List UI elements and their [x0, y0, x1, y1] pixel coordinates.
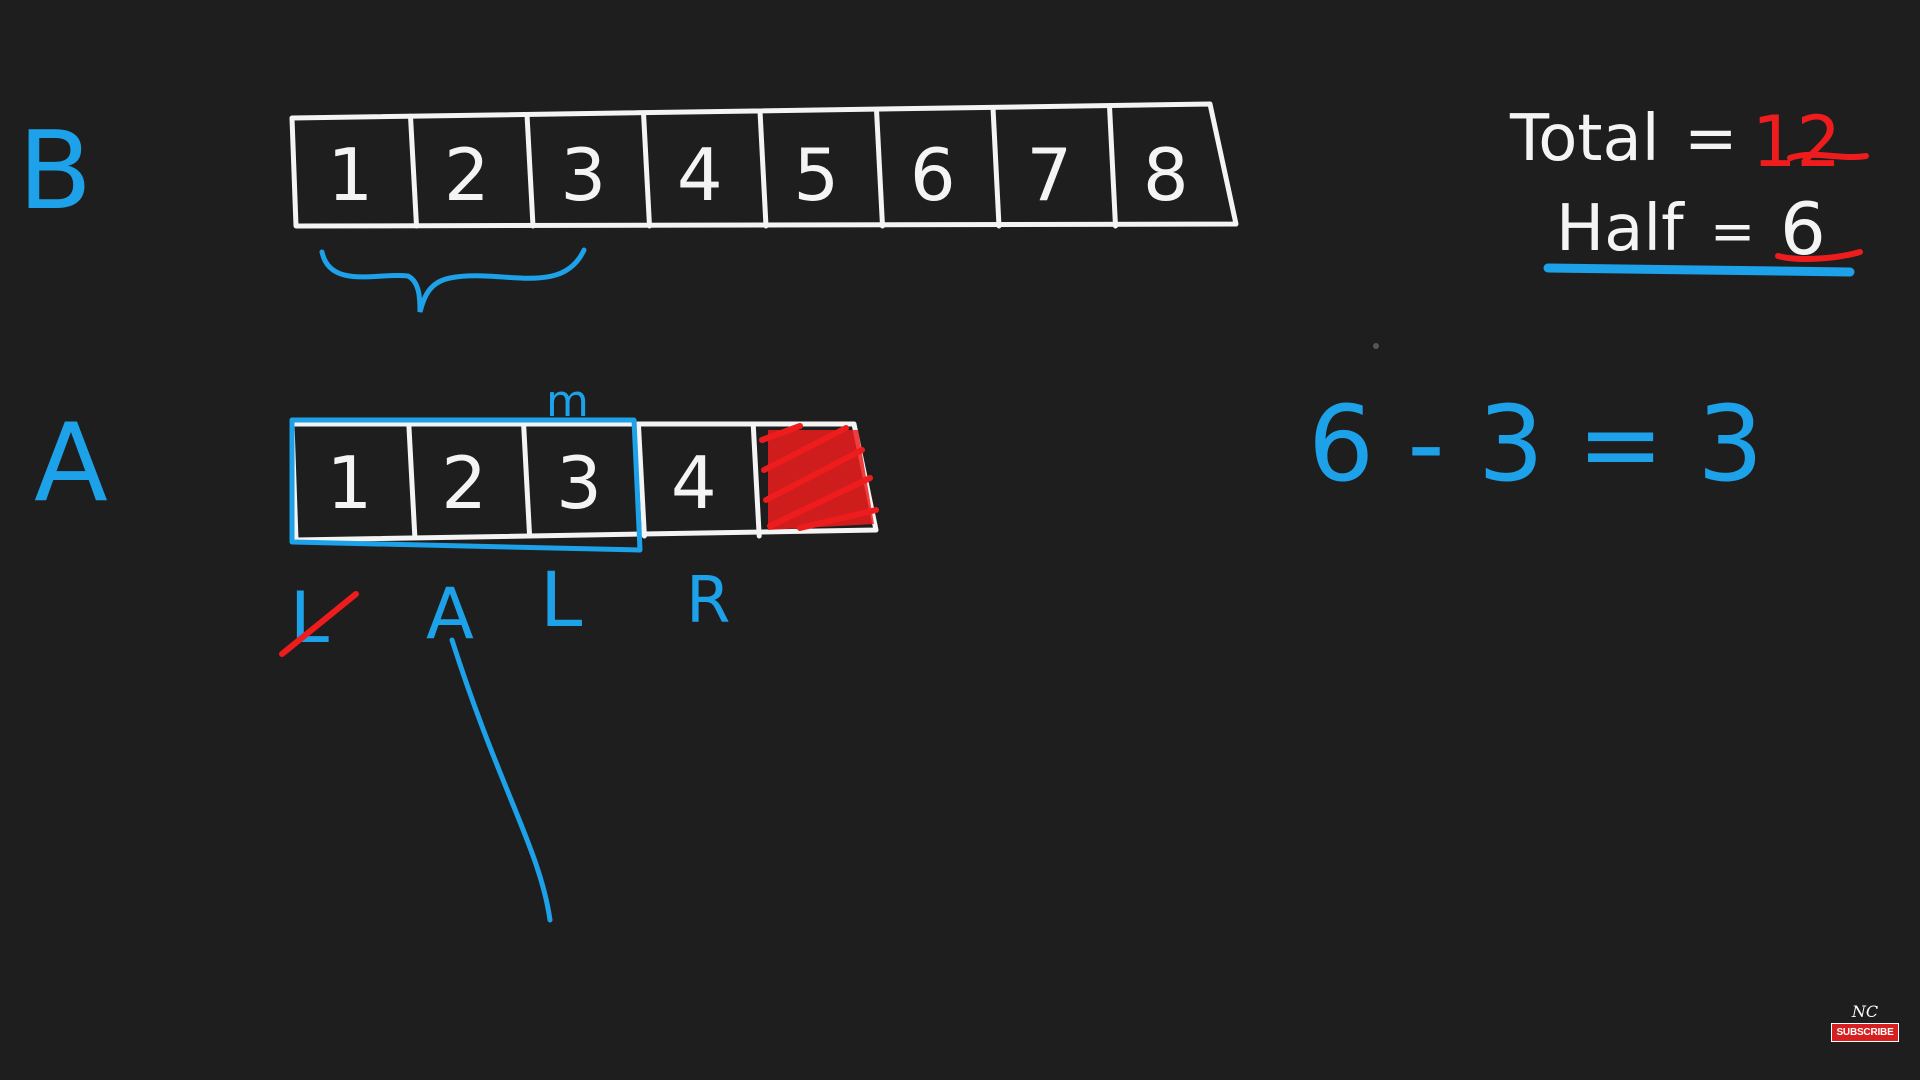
old-left-cross-out — [279, 591, 359, 657]
array-a-divider — [635, 421, 647, 539]
half-label: Half — [1556, 192, 1685, 266]
array-b-divider — [641, 110, 652, 229]
array-a-dividers — [406, 421, 762, 539]
array-a-cell-value: 3 — [556, 441, 602, 525]
brace-under-b — [319, 247, 587, 313]
array-b-divider — [874, 107, 885, 229]
array-b-cell-value: 5 — [793, 133, 839, 217]
totals-blue-underline — [1543, 263, 1855, 277]
equation-text: 6 - 3 = 3 — [1308, 383, 1763, 505]
array-b-cell-value: 1 — [327, 133, 373, 217]
pointer-left-arrow-label: A — [426, 573, 474, 655]
pointer-left-label: L — [540, 555, 582, 644]
channel-logo: NC — [1851, 1002, 1879, 1021]
totals-panel: Total = 12 Half = 6 — [1509, 101, 1869, 277]
array-b-cell-value: 8 — [1143, 133, 1189, 217]
array-b-outline — [289, 101, 1239, 229]
array-a-cell-value: 1 — [326, 441, 372, 525]
array-b-divider — [524, 112, 536, 229]
half-value-red-underline — [1775, 249, 1863, 262]
total-value-scribble — [1787, 151, 1869, 161]
array-b-divider — [757, 108, 769, 229]
pointer-old-left: L — [279, 577, 359, 659]
array-a-divider — [521, 421, 533, 539]
subscribe-watermark[interactable]: NC SUBSCRIBE — [1831, 1002, 1899, 1047]
partition-highlight-box — [289, 417, 643, 553]
array-b-cell-value: 7 — [1026, 133, 1072, 217]
total-label: Total — [1509, 102, 1659, 176]
pointer-right-label: R — [686, 564, 730, 638]
array-b-cell-value: 6 — [910, 133, 956, 217]
array-a-label: A — [34, 401, 108, 526]
array-b-cell-value: 2 — [444, 133, 490, 217]
half-equals: = — [1710, 200, 1755, 263]
array-a-divider — [406, 421, 418, 539]
array-b-divider — [990, 105, 1002, 229]
array-a-outline — [289, 421, 879, 543]
array-b-label: B — [18, 109, 92, 234]
stray-dot — [1373, 343, 1379, 349]
array-b-cell-value: 4 — [677, 133, 723, 217]
array-b-cell-value: 3 — [560, 133, 606, 217]
subscribe-button[interactable]: SUBSCRIBE — [1831, 1023, 1899, 1042]
total-equals: = — [1684, 102, 1738, 176]
array-b-dividers — [408, 103, 1118, 229]
pointer-left-arrow: A — [426, 573, 553, 923]
array-a-cell-value: 2 — [441, 441, 487, 525]
array-b-divider — [1107, 103, 1118, 229]
array-a-cell-value: 4 — [671, 441, 717, 525]
array-b-divider — [408, 113, 419, 229]
pointer-arrow-stem — [449, 637, 553, 923]
total-value: 12 — [1752, 101, 1841, 183]
crossed-out-cell-scribble — [759, 423, 879, 531]
array-a-divider — [750, 421, 762, 539]
